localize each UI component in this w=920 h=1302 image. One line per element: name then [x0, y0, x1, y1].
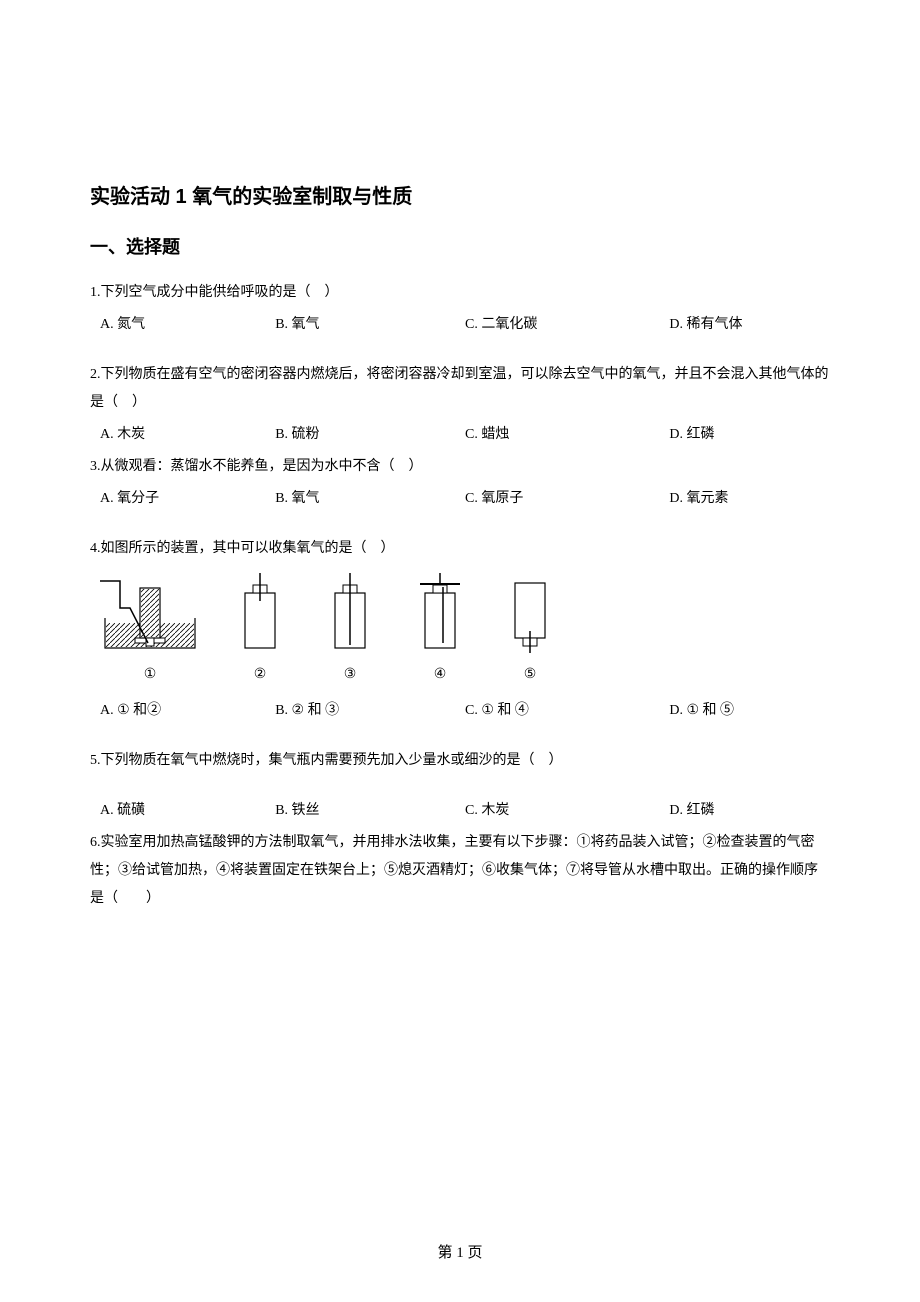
question-6: 6.实验室用加热高锰酸钾的方法制取氧气，并用排水法收集，主要有以下步骤：①将药品… — [90, 829, 830, 913]
q1-option-c: C. 二氧化碳 — [465, 311, 669, 339]
q2-option-c: C. 蜡烛 — [465, 421, 669, 449]
q5-option-b: B. 铁丝 — [275, 797, 465, 825]
question-2-text: 2.下列物质在盛有空气的密闭容器内燃烧后，将密闭容器冷却到室温，可以除去空气中的… — [90, 361, 830, 417]
question-3-options: A. 氧分子 B. 氧气 C. 氧原子 D. 氧元素 — [90, 485, 830, 513]
question-2-options: A. 木炭 B. 硫粉 C. 蜡烛 D. 红磷 — [90, 421, 830, 449]
question-4-diagrams: ① ② ③ — [100, 573, 830, 689]
q2-option-a: A. 木炭 — [100, 421, 275, 449]
diagram-1: ① — [100, 573, 200, 689]
question-4: 4.如图所示的装置，其中可以收集氧气的是（ ） — [90, 535, 830, 725]
q4-option-d: D. ① 和 ⑤ — [669, 697, 830, 725]
diagram-1-label: ① — [144, 661, 157, 689]
diagram-1-svg — [100, 573, 200, 655]
section-heading: 一、选择题 — [90, 233, 830, 259]
q1-option-a: A. 氮气 — [100, 311, 275, 339]
diagram-5: ⑤ — [500, 573, 560, 689]
question-1: 1.下列空气成分中能供给呼吸的是（ ） A. 氮气 B. 氧气 C. 二氧化碳 … — [90, 279, 830, 339]
q4-option-a: A. ① 和② — [100, 697, 275, 725]
question-4-options: A. ① 和② B. ② 和 ③ C. ① 和 ④ D. ① 和 ⑤ — [90, 697, 830, 725]
question-5: 5.下列物质在氧气中燃烧时，集气瓶内需要预先加入少量水或细沙的是（ ） A. 硫… — [90, 747, 830, 825]
q4-option-b: B. ② 和 ③ — [275, 697, 465, 725]
question-1-text: 1.下列空气成分中能供给呼吸的是（ ） — [90, 279, 830, 307]
diagram-2-label: ② — [254, 661, 267, 689]
page-footer: 第 1 页 — [437, 1241, 482, 1262]
diagram-5-label: ⑤ — [524, 661, 537, 689]
q3-option-c: C. 氧原子 — [465, 485, 669, 513]
q5-option-a: A. 硫磺 — [100, 797, 275, 825]
q5-option-c: C. 木炭 — [465, 797, 669, 825]
q2-option-d: D. 红磷 — [669, 421, 830, 449]
diagram-3: ③ — [320, 573, 380, 689]
diagram-2-svg — [230, 573, 290, 655]
q3-option-d: D. 氧元素 — [669, 485, 830, 513]
q2-option-b: B. 硫粉 — [275, 421, 465, 449]
q3-option-b: B. 氧气 — [275, 485, 465, 513]
diagram-3-svg — [320, 573, 380, 655]
question-5-options: A. 硫磺 B. 铁丝 C. 木炭 D. 红磷 — [90, 797, 830, 825]
diagram-3-label: ③ — [344, 661, 357, 689]
question-3: 3.从微观看：蒸馏水不能养鱼，是因为水中不含（ ） A. 氧分子 B. 氧气 C… — [90, 453, 830, 513]
q1-option-d: D. 稀有气体 — [669, 311, 830, 339]
q5-option-d: D. 红磷 — [669, 797, 830, 825]
page-title: 实验活动 1 氧气的实验室制取与性质 — [90, 180, 830, 209]
diagram-4-svg — [410, 573, 470, 655]
question-6-text: 6.实验室用加热高锰酸钾的方法制取氧气，并用排水法收集，主要有以下步骤：①将药品… — [90, 829, 830, 913]
question-4-text: 4.如图所示的装置，其中可以收集氧气的是（ ） — [90, 535, 830, 563]
diagram-4: ④ — [410, 573, 470, 689]
q4-option-c: C. ① 和 ④ — [465, 697, 669, 725]
q3-option-a: A. 氧分子 — [100, 485, 275, 513]
question-2: 2.下列物质在盛有空气的密闭容器内燃烧后，将密闭容器冷却到室温，可以除去空气中的… — [90, 361, 830, 449]
question-1-options: A. 氮气 B. 氧气 C. 二氧化碳 D. 稀有气体 — [90, 311, 830, 339]
q1-option-b: B. 氧气 — [275, 311, 465, 339]
diagram-4-label: ④ — [434, 661, 447, 689]
question-3-text: 3.从微观看：蒸馏水不能养鱼，是因为水中不含（ ） — [90, 453, 830, 481]
diagram-5-svg — [500, 573, 560, 655]
question-5-text: 5.下列物质在氧气中燃烧时，集气瓶内需要预先加入少量水或细沙的是（ ） — [90, 747, 830, 775]
diagram-2: ② — [230, 573, 290, 689]
